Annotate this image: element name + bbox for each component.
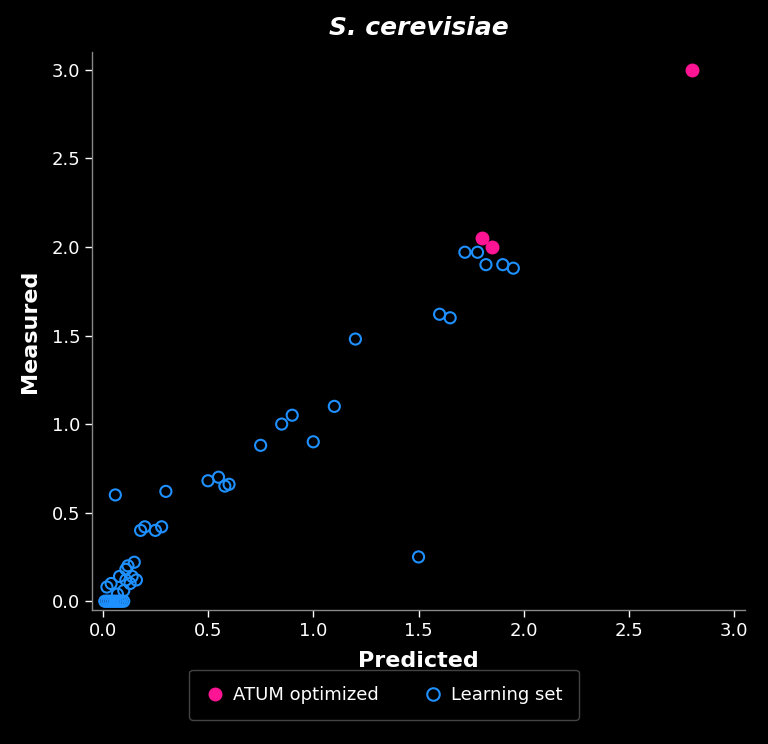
Point bbox=[480, 259, 492, 271]
Point bbox=[98, 595, 111, 607]
Point bbox=[223, 478, 235, 490]
Point bbox=[124, 577, 136, 589]
Point bbox=[128, 557, 141, 568]
Point bbox=[114, 571, 126, 583]
X-axis label: Predicted: Predicted bbox=[358, 651, 479, 671]
Point bbox=[444, 312, 456, 324]
Point bbox=[307, 436, 319, 448]
Point bbox=[486, 241, 498, 253]
Point bbox=[114, 595, 126, 607]
Point bbox=[507, 262, 519, 274]
Point bbox=[219, 480, 231, 492]
Point bbox=[109, 595, 121, 607]
Point bbox=[686, 64, 698, 76]
Point bbox=[286, 409, 298, 421]
Point bbox=[202, 475, 214, 487]
Point bbox=[254, 440, 266, 452]
Point bbox=[118, 595, 130, 607]
Point bbox=[328, 400, 340, 412]
Point bbox=[134, 525, 147, 536]
Point bbox=[149, 525, 161, 536]
Point bbox=[160, 485, 172, 497]
Point bbox=[107, 595, 119, 607]
Point bbox=[458, 246, 471, 258]
Point bbox=[109, 489, 121, 501]
Point bbox=[472, 246, 484, 258]
Point bbox=[120, 574, 132, 586]
Point bbox=[101, 595, 113, 607]
Point bbox=[111, 595, 124, 607]
Point bbox=[101, 581, 113, 593]
Point bbox=[105, 595, 118, 607]
Y-axis label: Measured: Measured bbox=[21, 269, 41, 393]
Point bbox=[276, 418, 288, 430]
Title: S. cerevisiae: S. cerevisiae bbox=[329, 16, 508, 40]
Point bbox=[213, 471, 225, 483]
Point bbox=[131, 574, 143, 586]
Point bbox=[115, 595, 127, 607]
Legend: ATUM optimized, Learning set: ATUM optimized, Learning set bbox=[190, 670, 578, 720]
Point bbox=[105, 577, 118, 589]
Point bbox=[120, 563, 132, 575]
Point bbox=[155, 521, 167, 533]
Point bbox=[126, 571, 138, 583]
Point bbox=[475, 232, 488, 244]
Point bbox=[349, 333, 362, 345]
Point bbox=[118, 585, 130, 597]
Point bbox=[497, 259, 509, 271]
Point bbox=[412, 551, 425, 563]
Point bbox=[433, 308, 445, 320]
Point bbox=[111, 589, 124, 600]
Point bbox=[139, 521, 151, 533]
Point bbox=[103, 595, 115, 607]
Point bbox=[122, 559, 134, 571]
